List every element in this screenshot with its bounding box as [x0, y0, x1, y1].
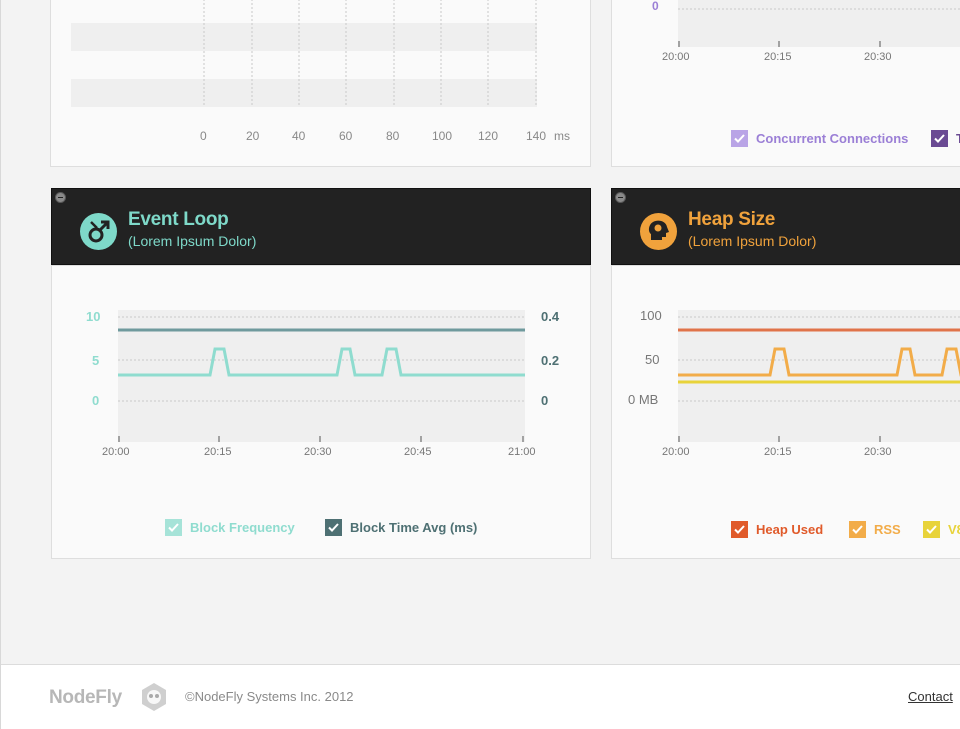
legend-t[interactable]: T: [931, 130, 960, 147]
x-tick-120: 120: [478, 129, 499, 143]
rss-line: [678, 347, 960, 377]
y-right-tick-04: 0.4: [541, 309, 560, 324]
x-tick-100: 100: [432, 129, 453, 143]
top-left-panel: 0 20 40 60 80 100 120 140 ms: [50, 0, 591, 167]
top-right-panel: 0 20:00 20:15 20:30 Concurrent Connectio…: [611, 0, 960, 167]
x-tick-20: 20: [246, 129, 260, 143]
panel-title: Event Loop: [128, 209, 229, 230]
checkbox-icon[interactable]: [931, 130, 948, 147]
x-tick-2000: 20:00: [662, 51, 690, 63]
x-tick-60: 60: [339, 129, 353, 143]
heap-size-header: Heap Size (Lorem Ipsum Dolor): [611, 188, 960, 265]
y-tick-50: 50: [645, 352, 660, 367]
panel-subtitle: (Lorem Ipsum Dolor): [128, 233, 257, 249]
panel-subtitle: (Lorem Ipsum Dolor): [688, 233, 817, 249]
top-right-chart: [678, 0, 960, 47]
x-tick-140: 140: [526, 129, 547, 143]
legend-label: T: [956, 131, 960, 146]
panel-title: Heap Size: [688, 209, 776, 230]
event-loop-panel: 10 5 0 0.4 0.2 0 20:00 20:15 20:30 20:45…: [51, 265, 591, 559]
checkbox-icon[interactable]: [731, 130, 748, 147]
head-profile-icon: [640, 213, 677, 250]
heap-size-chart: [678, 310, 960, 442]
x-tick-2015: 20:15: [204, 446, 232, 458]
x-tick-2045: 20:45: [404, 446, 432, 458]
checkbox-icon[interactable]: [731, 521, 748, 538]
legend-heap-used[interactable]: Heap Used: [731, 521, 823, 538]
y-right-tick-0: 0: [541, 393, 549, 408]
legend-label: Concurrent Connections: [756, 131, 909, 146]
legend-block-time-avg[interactable]: Block Time Avg (ms): [325, 519, 477, 536]
event-loop-chart: [118, 310, 525, 442]
y-left-tick-0: 0: [92, 393, 100, 408]
heap-size-panel: 100 50 0 MB 20:00 20:15 20:30 Heap Used …: [611, 265, 960, 559]
y-left-tick-5: 5: [92, 353, 100, 368]
collapse-icon[interactable]: [615, 192, 626, 203]
x-tick-2030: 20:30: [864, 446, 892, 458]
checkbox-icon[interactable]: [849, 521, 866, 538]
block-frequency-line: [118, 347, 525, 377]
nodefly-mascot-icon: [139, 681, 169, 718]
y-tick-100: 100: [640, 308, 662, 323]
legend-block-frequency[interactable]: Block Frequency: [165, 519, 295, 536]
contact-link[interactable]: Contact: [908, 689, 953, 704]
y-tick-0mb: 0 MB: [628, 392, 659, 407]
x-tick-0: 0: [200, 129, 207, 143]
x-tick-2100: 21:00: [508, 446, 536, 458]
legend-v8[interactable]: V8: [923, 521, 960, 538]
checkbox-icon[interactable]: [165, 519, 182, 536]
legend-label: Heap Used: [756, 522, 824, 537]
gender-symbol-icon: [80, 213, 117, 250]
y-left-tick-10: 10: [86, 309, 101, 324]
y-right-tick-02: 0.2: [541, 353, 560, 368]
collapse-icon[interactable]: [55, 192, 66, 203]
x-tick-2015: 20:15: [764, 51, 792, 63]
legend-label: RSS: [874, 522, 901, 537]
x-tick-2030: 20:30: [864, 51, 892, 63]
checkbox-icon[interactable]: [923, 521, 940, 538]
legend-label: Block Frequency: [190, 520, 295, 535]
legend-concurrent-connections[interactable]: Concurrent Connections: [731, 130, 908, 147]
x-tick-2000: 20:00: [662, 446, 690, 458]
x-tick-2000: 20:00: [102, 446, 130, 458]
event-loop-header: Event Loop (Lorem Ipsum Dolor): [51, 188, 591, 265]
x-tick-2015: 20:15: [764, 446, 792, 458]
x-tick-40: 40: [292, 129, 306, 143]
legend-rss[interactable]: RSS: [849, 521, 901, 538]
x-axis-unit: ms: [554, 129, 570, 143]
x-tick-80: 80: [386, 129, 400, 143]
legend-label: Block Time Avg (ms): [350, 520, 478, 535]
nodefly-logo: NodeFly: [49, 687, 122, 708]
checkbox-icon[interactable]: [325, 519, 342, 536]
x-tick-2030: 20:30: [304, 446, 332, 458]
footer: NodeFly ©NodeFly Systems Inc. 2012 Conta…: [1, 664, 960, 729]
top-left-chart: [71, 0, 537, 107]
y-tick-0: 0: [652, 0, 659, 13]
legend-label: V8: [948, 522, 960, 537]
copyright: ©NodeFly Systems Inc. 2012: [185, 689, 354, 704]
